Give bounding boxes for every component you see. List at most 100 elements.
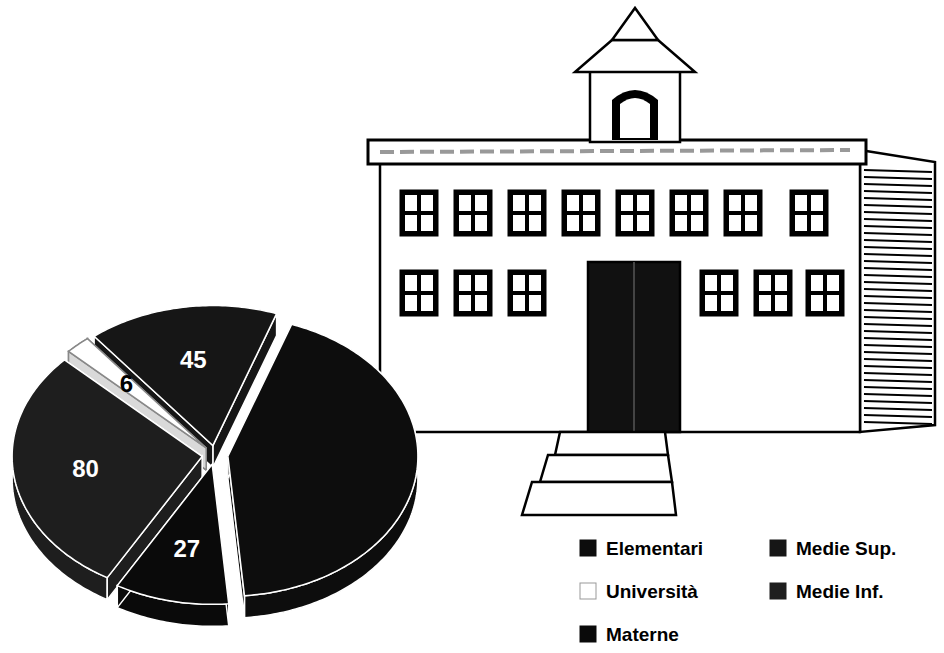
wall-stripe [864, 296, 932, 298]
window-pane [775, 275, 787, 291]
tower-window [612, 90, 658, 140]
data-label: 80 [72, 455, 99, 482]
window-pane [513, 275, 525, 291]
wall-stripe [864, 198, 932, 200]
wall-stripe [864, 226, 932, 228]
window-pane [759, 275, 771, 291]
tower-top [612, 8, 658, 40]
window [616, 190, 654, 236]
tower-roof [575, 40, 695, 72]
window [700, 270, 738, 316]
window [724, 190, 762, 236]
window-pane [811, 215, 823, 231]
window-pane [691, 215, 703, 231]
wall-stripe [864, 254, 932, 256]
wall-stripe [864, 331, 932, 333]
window [670, 190, 708, 236]
window [806, 270, 844, 316]
step [522, 482, 676, 515]
window [562, 190, 600, 236]
step [540, 455, 672, 482]
wall-stripe [864, 261, 932, 263]
window [454, 190, 492, 236]
window-pane [583, 215, 595, 231]
wall-stripe [864, 387, 932, 389]
wall-stripe [864, 338, 932, 340]
window-pane [529, 195, 541, 211]
legend: ElementariMedie Sup.UniversitàMedie Inf.… [580, 538, 896, 645]
window-pane [513, 215, 525, 231]
wall-stripe [864, 408, 932, 410]
window-pane [583, 195, 595, 211]
wall-stripe [864, 289, 932, 291]
wall-stripe [864, 177, 932, 179]
window [508, 190, 546, 236]
wall-stripe [864, 401, 932, 403]
window-pane [567, 195, 579, 211]
legend-label: Materne [606, 624, 679, 645]
window-pane [459, 275, 471, 291]
window-pane [675, 215, 687, 231]
legend-label: Università [606, 581, 698, 602]
legend-label: Elementari [606, 538, 703, 559]
window-pane [513, 295, 525, 311]
wall-stripe [864, 303, 932, 305]
wall-stripe [864, 422, 932, 424]
wall-stripe [864, 352, 932, 354]
window-pane [421, 295, 433, 311]
window-pane [459, 215, 471, 231]
window-pane [529, 275, 541, 291]
side-wall [860, 150, 935, 432]
wall-stripe [864, 310, 932, 312]
window-pane [691, 195, 703, 211]
wall-stripe [864, 219, 932, 221]
window-pane [475, 295, 487, 311]
wall-stripe [864, 324, 932, 326]
window-pane [775, 295, 787, 311]
window-pane [675, 195, 687, 211]
window-pane [827, 275, 839, 291]
cornice [368, 140, 866, 164]
window [400, 270, 438, 316]
legend-swatch [580, 583, 596, 599]
window-pane [621, 215, 633, 231]
window-pane [729, 215, 741, 231]
window-pane [475, 215, 487, 231]
window-pane [729, 195, 741, 211]
window-pane [405, 215, 417, 231]
window-pane [637, 215, 649, 231]
window-pane [459, 295, 471, 311]
window-pane [705, 295, 717, 311]
window-pane [405, 275, 417, 291]
door [588, 262, 680, 432]
chart: 4568027ElementariMedie Sup.UniversitàMed… [0, 0, 944, 653]
window-pane [811, 275, 823, 291]
pie-labels: 4568027 [72, 346, 206, 562]
legend-swatch [580, 540, 596, 556]
window-pane [421, 215, 433, 231]
window-pane [459, 195, 471, 211]
window-pane [811, 295, 823, 311]
window-pane [567, 215, 579, 231]
window-pane [721, 295, 733, 311]
window-pane [529, 295, 541, 311]
wall-stripe [864, 212, 932, 214]
wall-stripe [864, 170, 932, 172]
wall-stripe [864, 366, 932, 368]
window-pane [745, 215, 757, 231]
window [790, 190, 828, 236]
window-pane [827, 295, 839, 311]
legend-swatch [580, 626, 596, 642]
window-pane [795, 195, 807, 211]
data-label: 27 [173, 535, 200, 562]
wall-stripe [864, 233, 932, 235]
wall-stripe [864, 205, 932, 207]
wall-stripe [864, 415, 932, 417]
window [454, 270, 492, 316]
wall-stripe [864, 275, 932, 277]
window-pane [405, 295, 417, 311]
window-pane [529, 215, 541, 231]
window-pane [759, 295, 771, 311]
window-pane [475, 275, 487, 291]
data-label: 6 [120, 370, 133, 397]
